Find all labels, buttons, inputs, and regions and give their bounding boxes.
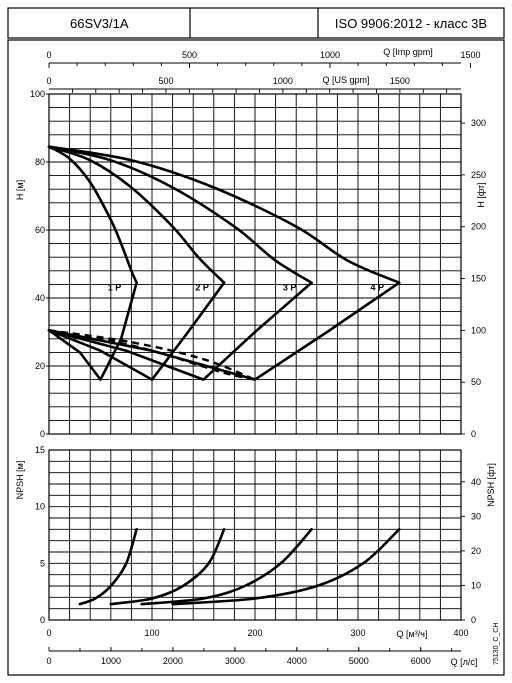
imp-tick-label: 1000	[320, 50, 340, 60]
us-tick-label: 1500	[390, 76, 410, 86]
head-curve-lower-1p	[47, 281, 138, 381]
ls-tick-label: 5000	[349, 656, 369, 666]
head-curve-label-2p: 2 P	[195, 283, 209, 293]
head-ytick-label: 0	[40, 429, 45, 439]
ls-tick-label: 3000	[225, 656, 245, 666]
npsh-ytick-right-label: 40	[471, 477, 481, 487]
us-tick-label: 1000	[273, 76, 293, 86]
head-curve-lower-3p	[47, 281, 313, 381]
npsh-ytick-right-label: 10	[471, 580, 481, 590]
head-curve-lower-4p	[47, 281, 401, 381]
npsh-ylabel-right: NPSH [фт]	[486, 463, 496, 507]
npsh-xtick-label: 400	[453, 628, 468, 638]
npsh-xtick-label: 0	[46, 628, 51, 638]
head-ytick-label: 100	[30, 89, 45, 99]
ls-xlabel: Q [л/с]	[451, 657, 478, 667]
us-tick-label: 500	[158, 76, 173, 86]
npsh-curve-4p	[171, 528, 401, 606]
npsh-curve-2p	[109, 528, 226, 606]
imp-tick-label: 0	[46, 50, 51, 60]
npsh-xtick-label: 300	[350, 628, 365, 638]
head-curve-label-4p: 4 P	[370, 283, 384, 293]
head-curve-2p	[47, 145, 226, 284]
header-model: 66SV3/1A	[70, 16, 129, 31]
ls-tick-label: 6000	[411, 656, 431, 666]
head-ytick-label: 40	[35, 293, 45, 303]
header-standard: ISO 9906:2012 - класс 3В	[335, 16, 487, 31]
head-ytick-right-label: 50	[471, 377, 481, 387]
head-curve-label-3p: 3 P	[283, 283, 297, 293]
npsh-curve-3p	[140, 528, 313, 606]
head-ytick-right-label: 200	[471, 222, 486, 232]
head-chart-curves: 1 P 2 P 3 P 4 P	[47, 145, 401, 381]
npsh-chart-curves	[78, 528, 401, 606]
side-code: 75130_C_CH	[493, 623, 500, 665]
header-frame	[7, 7, 505, 39]
head-curve-3p	[47, 145, 313, 284]
head-ytick-label: 80	[35, 157, 45, 167]
outer-frame	[7, 39, 505, 676]
npsh-curve-1p	[78, 528, 138, 606]
head-ytick-right-label: 150	[471, 274, 486, 284]
head-ytick-right-label: 0	[471, 429, 476, 439]
head-ytick-right-label: 100	[471, 325, 486, 335]
ls-tick-label: 2000	[163, 656, 183, 666]
npsh-ytick-label: 10	[35, 502, 45, 512]
imp-tick-label: 1500	[460, 50, 480, 60]
npsh-ytick-right-label: 30	[471, 511, 481, 521]
head-ytick-label: 20	[35, 361, 45, 371]
npsh-ytick-label: 5	[40, 558, 45, 568]
ls-tick-label: 4000	[287, 656, 307, 666]
ls-tick-label: 1000	[101, 656, 121, 666]
imp-xlabel: Q [Imp gpm]	[383, 47, 433, 57]
head-chart-grid	[48, 93, 462, 435]
npsh-xlabel: Q [м³/ч]	[397, 629, 428, 639]
head-ytick-label: 60	[35, 225, 45, 235]
head-curve-lower-2p	[47, 281, 226, 381]
head-envelope-dashed-2	[48, 329, 256, 381]
head-ylabel-right: H [фт]	[476, 182, 486, 207]
us-xlabel: Q [US gpm]	[322, 75, 369, 85]
npsh-ytick-label: 15	[35, 445, 45, 455]
head-curve-label-1p: 1 P	[108, 283, 122, 293]
head-ytick-right-label: 300	[471, 118, 486, 128]
head-ytick-right-label: 250	[471, 170, 486, 180]
imp-tick-label: 500	[182, 50, 197, 60]
npsh-ytick-right-label: 20	[471, 546, 481, 556]
ls-tick-label: 0	[46, 656, 51, 666]
head-curve-1p	[47, 145, 138, 284]
npsh-ytick-right-label: 0	[471, 615, 476, 625]
head-ylabel: H [м]	[15, 180, 25, 200]
npsh-chart-grid	[48, 449, 462, 621]
us-tick-label: 0	[46, 76, 51, 86]
npsh-ylabel: NPSH [м]	[15, 461, 25, 500]
npsh-xtick-label: 100	[144, 628, 159, 638]
npsh-ytick-label: 0	[40, 615, 45, 625]
npsh-xtick-label: 200	[247, 628, 262, 638]
head-curve-4p	[47, 145, 401, 284]
